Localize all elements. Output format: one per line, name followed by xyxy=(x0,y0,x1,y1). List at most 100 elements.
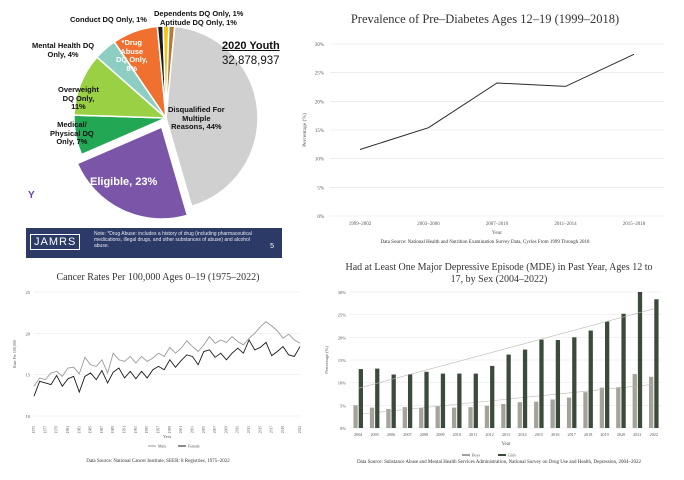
x-tick-label: 2015–2018 xyxy=(623,222,646,227)
x-tick-label: 1983 xyxy=(77,426,81,433)
youth-eligibility-panel: Conduct DQ Only, 1% Dependents DQ Only, … xyxy=(26,6,290,258)
y-tick-label: 25% xyxy=(338,313,347,318)
y-tick-label: 20 xyxy=(26,331,31,336)
x-tick-label: 1975 xyxy=(32,426,36,433)
y-tick-label: 30% xyxy=(338,290,347,295)
x-tick-label: 2015 xyxy=(258,426,262,433)
x-tick-label: 2012 xyxy=(485,432,493,437)
x-tick-label: 2003–2006 xyxy=(417,222,440,227)
x-axis-label: Year xyxy=(501,442,511,447)
x-tick-label: 2022 xyxy=(650,432,658,437)
bar-girls xyxy=(375,368,380,428)
bar-boys xyxy=(419,408,424,428)
bar-girls xyxy=(588,330,593,428)
x-tick-label: 2022 xyxy=(298,426,302,433)
x-tick-label: 2011 xyxy=(236,426,240,433)
x-tick-label: 2006 xyxy=(387,432,395,437)
bar-girls xyxy=(539,339,544,428)
bar-boys xyxy=(353,405,358,428)
bar-boys xyxy=(616,387,621,428)
x-tick-label: 2005 xyxy=(370,432,378,437)
y-tick-label: 20% xyxy=(338,335,347,340)
trendline-girls xyxy=(358,308,654,389)
y-tick-label: 25 xyxy=(26,290,31,295)
x-tick-label: 2009 xyxy=(224,426,228,433)
prediabetes-title: Prevalence of Pre–Diabetes Ages 12–19 (1… xyxy=(350,12,620,26)
cancer-title: Cancer Rates Per 100,000 Ages 0–19 (1975… xyxy=(56,272,260,283)
jamrs-logo: JAMRS xyxy=(30,234,81,250)
pie-footnote: Note: *Drug Abuse: includes a history of… xyxy=(94,231,252,249)
bar-girls xyxy=(605,321,610,428)
bar-boys xyxy=(386,408,391,428)
bar-girls xyxy=(407,374,413,428)
cancer-panel: Cancer Rates Per 100,000 Ages 0–19 (1975… xyxy=(8,266,308,474)
y-tick-label: 10% xyxy=(338,381,347,386)
bar-girls xyxy=(358,369,363,428)
mde-source: Data Source: Substance Abuse and Mental … xyxy=(356,460,642,465)
bar-boys xyxy=(517,402,522,428)
y-tick-label: 15 xyxy=(26,373,31,378)
bar-boys xyxy=(501,403,506,428)
pie-footer: JAMRS Note: *Drug Abuse: includes a hist… xyxy=(26,228,282,258)
bar-girls xyxy=(490,365,495,428)
x-tick-label: 2013 xyxy=(247,426,251,433)
y-tick-label: 5% xyxy=(317,186,324,191)
label-disqualified: Disqualified For Multiple Reasons, 44% xyxy=(168,105,225,131)
y-tick-label: 15% xyxy=(315,129,324,134)
bar-boys xyxy=(534,401,539,428)
youth-title: 2020 Youth xyxy=(222,40,280,52)
x-tick-label: 1977 xyxy=(43,426,47,433)
y-axis-label: Percentage (%) xyxy=(324,346,329,374)
x-tick-label: 1993 xyxy=(134,426,138,433)
y-tick-label: 5% xyxy=(340,403,346,408)
bar-boys xyxy=(435,406,440,428)
bar-girls xyxy=(457,373,462,428)
bar-boys xyxy=(566,397,572,428)
x-tick-label: 2020 xyxy=(617,432,625,437)
x-tick-label: 2007 xyxy=(403,432,411,437)
x-tick-label: 2011 xyxy=(469,432,477,437)
y-tick-label: 30% xyxy=(315,43,324,48)
bar-boys xyxy=(369,407,375,428)
cancer-source: Data Source: National Cancer Institute, … xyxy=(86,459,230,464)
x-tick-label: 2001 xyxy=(179,426,183,433)
mde-chart: 0% 5% 10% 15% 20% 25% 30% 2004 2005 2006 2007 2008 2… xyxy=(324,290,662,458)
bar-girls xyxy=(555,340,561,428)
x-tick-label: 1989 xyxy=(111,426,115,433)
y-tick-label: 25% xyxy=(315,72,324,77)
pie-slice-eligible xyxy=(76,126,189,220)
bar-boys xyxy=(632,374,637,428)
label-medical: Medical/ Physical DQ Only, 7% xyxy=(50,120,94,146)
bar-boys xyxy=(402,407,407,428)
x-tick-label: 2013 xyxy=(502,432,510,437)
x-tick-label: 1999–2002 xyxy=(349,222,372,227)
x-tick-label: 1999 xyxy=(168,426,172,433)
label-dependents: Dependents DQ Only, 1% xyxy=(154,9,244,18)
x-tick-label: 2015 xyxy=(535,432,543,437)
x-tick-label: 2005 xyxy=(202,426,206,433)
x-tick-label: 1981 xyxy=(66,426,70,433)
x-tick-label: 1979 xyxy=(55,426,59,433)
mde-panel: Had at Least One Major Depressive Episod… xyxy=(318,258,680,474)
bar-girls xyxy=(440,373,446,428)
bar-boys xyxy=(550,399,555,428)
bar-girls xyxy=(424,371,429,428)
x-tick-label: 1997 xyxy=(157,426,161,433)
series-line-male xyxy=(33,321,301,387)
x-tick-label: 2011–2014 xyxy=(554,222,577,227)
x-tick-label: 2007–2010 xyxy=(486,222,509,227)
bar-boys xyxy=(484,405,490,428)
label-overweight: Overweight DQ Only, 11% xyxy=(58,85,99,111)
youth-total: 32,878,937 xyxy=(222,55,280,67)
y-axis-label: Percentage (%) xyxy=(301,113,308,147)
bar-boys xyxy=(599,387,605,428)
y-tick-label: 15% xyxy=(338,358,347,363)
bar-boys xyxy=(451,407,457,428)
y-tick-label: 10 xyxy=(26,414,31,419)
x-axis-label: Year xyxy=(492,230,502,236)
bar-boys xyxy=(583,392,588,428)
pie-chart xyxy=(73,25,259,220)
mde-title: Had at Least One Major Depressive Episod… xyxy=(345,262,653,285)
y-axis-label: Rate Per 100,000 xyxy=(12,340,18,368)
x-tick-label: 2004 xyxy=(354,432,363,437)
